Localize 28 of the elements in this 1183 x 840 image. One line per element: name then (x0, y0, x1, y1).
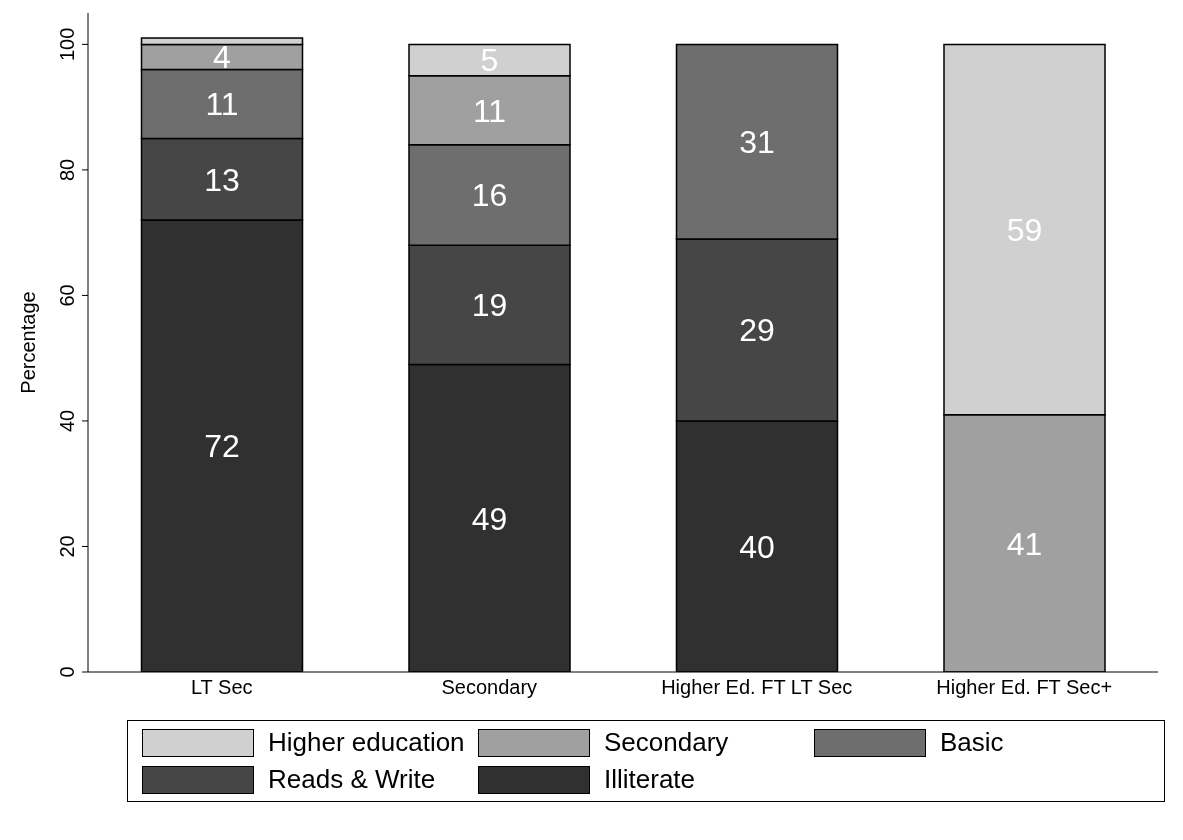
data-label: 72 (204, 428, 240, 465)
legend-label: Higher education (268, 727, 465, 758)
legend-label: Reads & Write (268, 764, 436, 795)
y-tick-label: 20 (56, 535, 78, 558)
y-tick-label: 40 (56, 409, 78, 433)
x-tick-label: Secondary (441, 676, 538, 699)
data-label: 19 (471, 287, 508, 324)
y-tick-label: 60 (56, 284, 78, 307)
x-tick-label: LT Sec (190, 676, 253, 699)
x-tick-label: Higher Ed. FT Sec+ (936, 676, 1113, 699)
data-label: 31 (739, 124, 775, 161)
legend-label: Secondary (604, 727, 729, 758)
data-label: 13 (204, 161, 240, 198)
data-label: 40 (739, 528, 775, 565)
y-tick-label: 0 (56, 666, 78, 678)
data-label: 41 (1006, 525, 1043, 562)
x-tick-label: Higher Ed. FT LT Sec (661, 676, 853, 699)
data-label: 11 (472, 92, 507, 129)
legend-label: Basic (940, 727, 1004, 758)
y-tick-label: 80 (56, 158, 78, 182)
legend-label: Illiterate (604, 764, 696, 795)
data-label: 4 (213, 39, 231, 76)
data-label: 11 (205, 86, 239, 123)
data-label: 29 (739, 312, 775, 349)
y-tick-label: 100 (56, 27, 78, 62)
data-label: 49 (471, 500, 508, 537)
y-axis-title: Percentage (17, 291, 40, 394)
data-label: 16 (471, 177, 508, 214)
